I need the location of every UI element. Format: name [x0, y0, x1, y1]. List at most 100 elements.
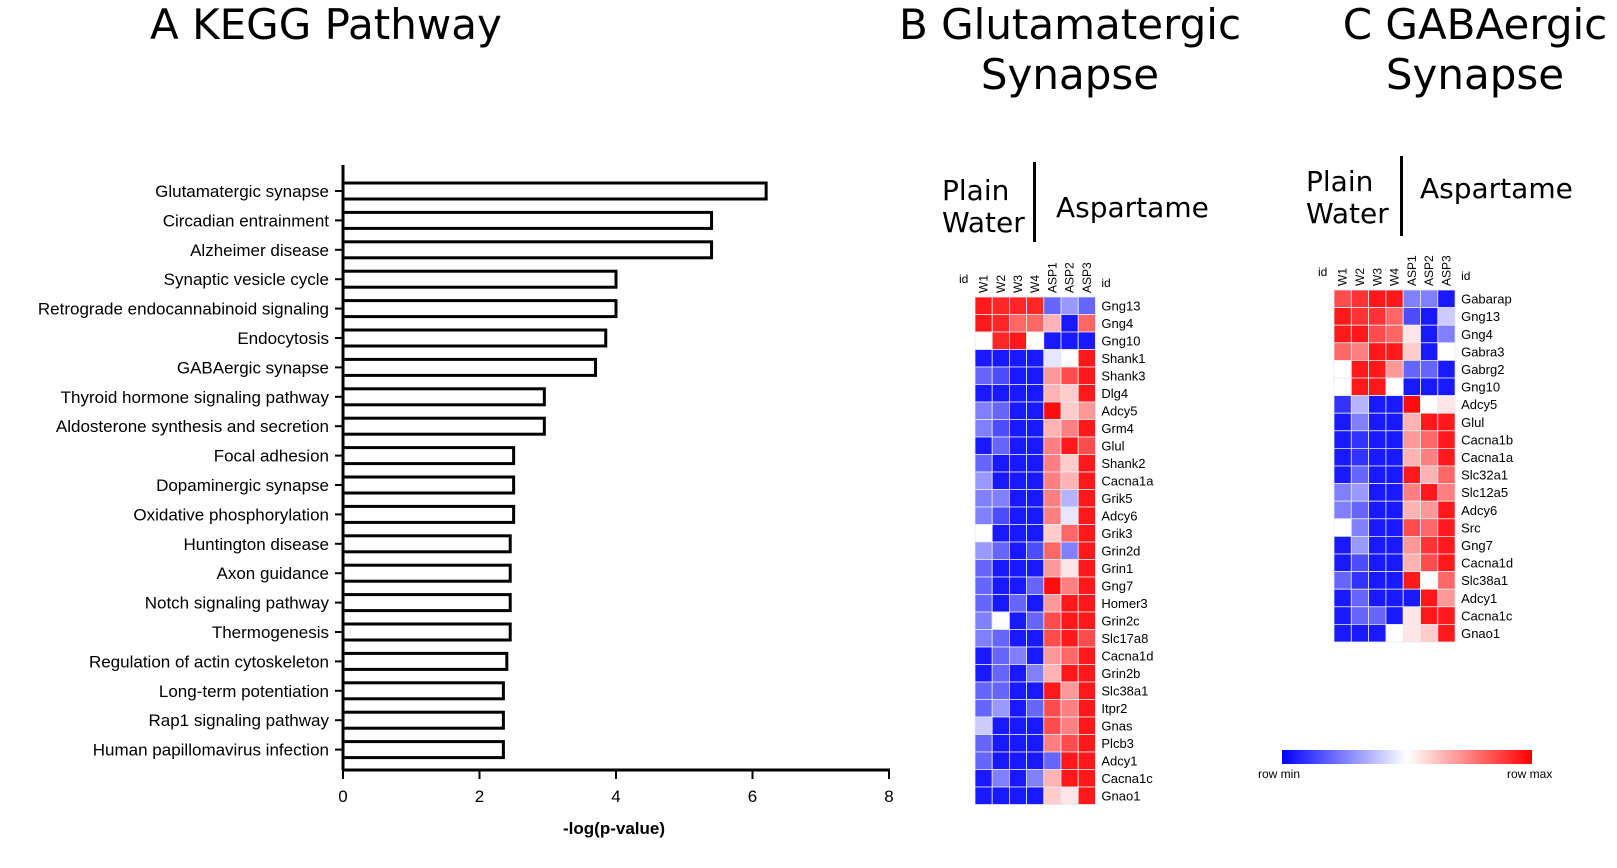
heatmap-cell: [974, 699, 993, 718]
heatmap-cell: [1026, 506, 1045, 525]
heatmap-cell: [1368, 324, 1387, 344]
panel-b-title: B Glutamatergic Synapse: [895, 0, 1245, 100]
heatmap-cell: [1077, 629, 1096, 648]
heatmap-cell: [991, 506, 1010, 525]
heatmap-cell: [1026, 716, 1045, 735]
heatmap-cell: [1437, 535, 1456, 555]
row-label: Src: [1461, 520, 1481, 535]
heatmap-cell: [1043, 611, 1062, 630]
heatmap-cell: [1333, 553, 1352, 573]
heatmap-cell: [1077, 716, 1096, 735]
heatmap-cell: [1333, 623, 1352, 643]
heatmap-cell: [1060, 349, 1079, 368]
heatmap-cell: [991, 331, 1010, 350]
heatmap-cell: [1385, 571, 1404, 590]
heatmap-cell: [1009, 681, 1028, 700]
row-label: Homer3: [1101, 596, 1147, 611]
category-label: Regulation of actin cytoskeleton: [89, 652, 329, 671]
heatmap-cell: [1350, 553, 1369, 573]
category-label: Aldosterone synthesis and secretion: [56, 417, 329, 436]
heatmap-cell: [974, 576, 993, 595]
heatmap-cell: [1009, 454, 1028, 473]
heatmap-cell: [1043, 454, 1062, 473]
heatmap-cell: [991, 454, 1010, 473]
heatmap-cell: [1026, 331, 1045, 350]
heatmap-cell: [1437, 483, 1456, 502]
category-label: Dopaminergic synapse: [156, 476, 329, 495]
heatmap-cell: [1402, 412, 1421, 432]
heatmap-cell: [1009, 716, 1028, 735]
bar: [341, 651, 509, 671]
column-label: ASP1: [1045, 262, 1059, 293]
heatmap-cell: [991, 436, 1010, 455]
heatmap-cell: [1060, 681, 1079, 700]
heatmap-cell: [1009, 349, 1028, 368]
heatmap-cell: [1368, 360, 1387, 379]
row-label: Glul: [1101, 439, 1124, 454]
heatmap-cell: [1060, 331, 1079, 350]
heatmap-cell: [1060, 769, 1079, 788]
heatmap-cell: [1437, 395, 1456, 414]
heatmap-cell: [1333, 412, 1352, 432]
heatmap-cell: [1333, 588, 1352, 608]
bar: [341, 328, 608, 348]
heatmap-cell: [1009, 471, 1028, 490]
bar: [341, 622, 512, 642]
heatmap-cell: [1368, 447, 1387, 467]
heatmap-cell: [1026, 681, 1045, 700]
category-label: Endocytosis: [237, 329, 329, 348]
heatmap-cell: [1077, 664, 1096, 683]
heatmap-cell: [1026, 786, 1045, 805]
heatmap-cell: [1060, 629, 1079, 648]
row-label: Gabarap: [1461, 292, 1512, 307]
heatmap-cell: [1043, 559, 1062, 578]
heatmap-cell: [1060, 576, 1079, 595]
column-label: ASP3: [1080, 262, 1094, 293]
color-scale-legend: [1282, 750, 1532, 764]
heatmap-cell: [1420, 395, 1439, 414]
heatmap-cell: [1333, 447, 1352, 467]
bar: [341, 357, 598, 377]
heatmap-cell: [1368, 342, 1387, 361]
bar: [341, 740, 505, 760]
heatmap-cell: [1009, 401, 1028, 420]
heatmap-cell: [1077, 594, 1096, 613]
heatmap-cell: [974, 331, 993, 350]
heatmap-cell: [1009, 786, 1028, 805]
heatmap-cell: [1077, 769, 1096, 788]
heatmap-cell: [1043, 436, 1062, 455]
heatmap-cell: [1043, 366, 1062, 385]
bar: [341, 210, 714, 230]
panel-a-title: A KEGG Pathway: [150, 0, 502, 49]
bar: [341, 681, 505, 701]
heatmap-cell: [1385, 465, 1404, 485]
heatmap-cell: [1043, 506, 1062, 525]
heatmap-cell: [1402, 500, 1421, 520]
heatmap-cell: [991, 401, 1010, 420]
heatmap-cell: [1402, 588, 1421, 608]
heatmap-cell: [1437, 289, 1456, 309]
row-label: Slc12a5: [1461, 485, 1508, 500]
heatmap-cell: [1026, 401, 1045, 420]
heatmap-cell: [1368, 307, 1387, 326]
heatmap-cell: [1077, 349, 1096, 368]
heatmap-cell: [974, 524, 993, 543]
bar: [341, 416, 546, 436]
heatmap-cell: [1368, 623, 1387, 643]
heatmap-cell: [1077, 436, 1096, 455]
heatmap-cell: [1385, 360, 1404, 379]
column-label: W3: [1370, 268, 1384, 286]
heatmap-cell: [1060, 664, 1079, 683]
heatmap-cell: [1420, 483, 1439, 502]
heatmap-cell: [1043, 629, 1062, 648]
heatmap-cell: [1420, 412, 1439, 432]
heatmap-cell: [1350, 518, 1369, 537]
heatmap-cell: [1402, 465, 1421, 485]
heatmap-cell: [1043, 401, 1062, 420]
heatmap-cell: [1009, 664, 1028, 683]
gabaergic-heatmap: id W1 W2 W3 W4 ASP1 ASP2 ASP3 id Gabarap Gng13 Gng4…: [1318, 255, 1514, 643]
heatmap-cell: [1350, 571, 1369, 590]
panel-b-title-line2: Synapse: [980, 50, 1160, 99]
heatmap-cell: [1350, 500, 1369, 520]
heatmap-cell: [974, 401, 993, 420]
